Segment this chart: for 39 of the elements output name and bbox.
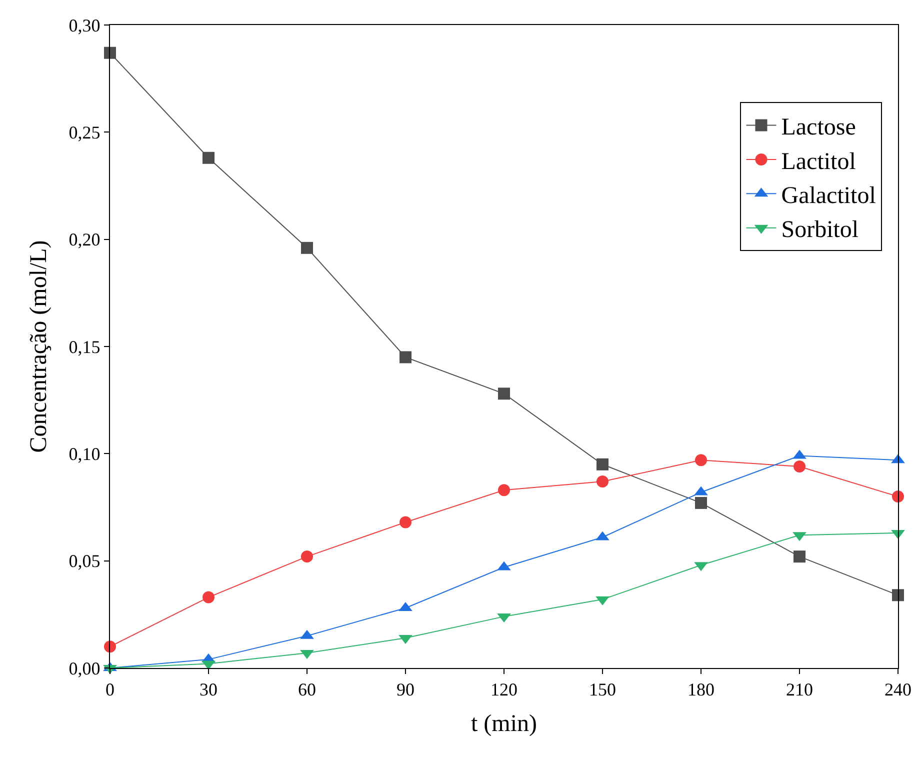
- legend-label: Sorbitol: [781, 217, 859, 244]
- point: [400, 351, 412, 364]
- point: [202, 591, 214, 604]
- y-axis-title: Concentração (mol/L): [26, 240, 52, 453]
- x-tick-label: 210: [786, 680, 813, 700]
- point: [301, 242, 313, 254]
- x-tick-label: 90: [396, 680, 414, 700]
- x-tick-label: 0: [106, 680, 114, 700]
- point: [498, 388, 510, 400]
- point: [596, 476, 608, 488]
- point: [104, 640, 116, 653]
- legend-label: Lactitol: [781, 148, 856, 175]
- point: [794, 550, 806, 563]
- y-tick-label: 0,05: [68, 551, 100, 572]
- point: [301, 550, 313, 563]
- x-axis-title: t (min): [471, 711, 537, 737]
- legend-label: Galactitol: [781, 183, 876, 210]
- point: [794, 460, 806, 473]
- y-tick-label: 0,30: [68, 15, 100, 36]
- point: [104, 46, 116, 59]
- x-tick-label: 240: [884, 680, 912, 700]
- point: [400, 516, 412, 528]
- x-tick-label: 150: [589, 680, 616, 700]
- y-tick-label: 0,15: [68, 336, 100, 357]
- x-tick-label: 180: [688, 680, 714, 700]
- point: [596, 458, 608, 470]
- point: [892, 589, 904, 602]
- y-tick-label: 0,20: [68, 230, 100, 250]
- x-tick-label: 120: [490, 680, 518, 700]
- y-tick-label: 0,00: [68, 658, 100, 678]
- y-tick-label: 0,25: [68, 122, 100, 142]
- point: [695, 454, 707, 466]
- legend-label: Lactose: [781, 114, 856, 141]
- point: [498, 484, 510, 496]
- x-tick-label: 60: [298, 680, 316, 700]
- x-tick-label: 30: [200, 680, 218, 700]
- point: [202, 152, 214, 164]
- point: [695, 496, 707, 509]
- y-tick-label: 0,10: [68, 444, 100, 464]
